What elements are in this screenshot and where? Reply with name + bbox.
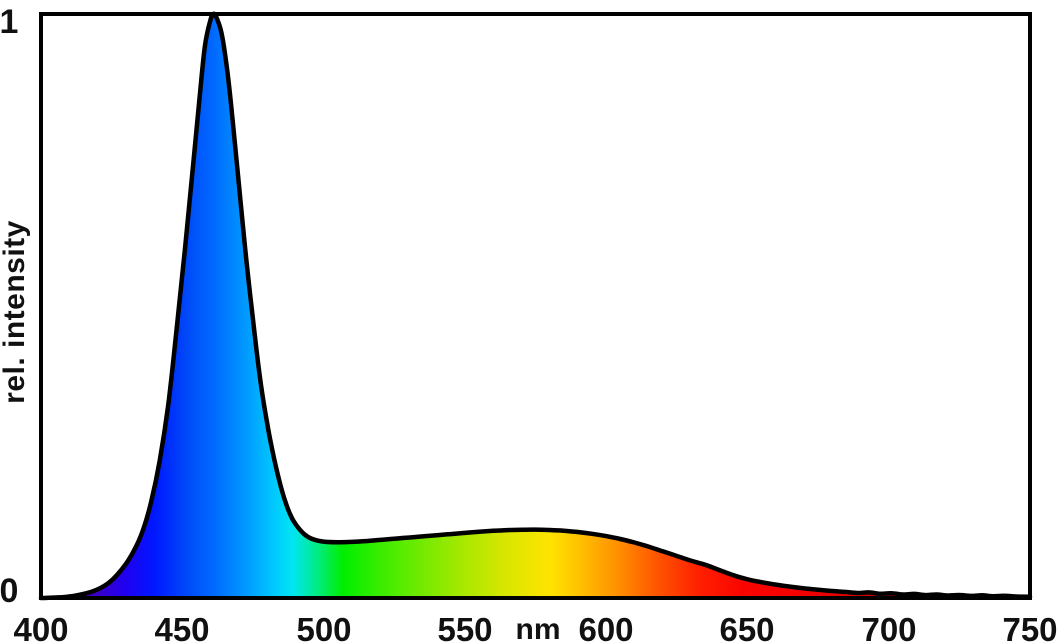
x-tick-750: 750 (1002, 611, 1058, 644)
x-tick-450: 450 (154, 611, 210, 644)
x-tick-650: 650 (719, 611, 775, 644)
spectrum-curve (38, 11, 1033, 601)
x-tick-600: 600 (578, 611, 634, 644)
plot-border (39, 12, 1032, 600)
x-axis-unit-label: nm (515, 613, 561, 644)
y-tick-max: 1 (0, 3, 19, 41)
spectrum-area-fill (41, 13, 1030, 598)
y-tick-min: 0 (0, 572, 19, 610)
x-tick-550: 550 (437, 611, 493, 644)
x-tick-500: 500 (296, 611, 352, 644)
x-tick-400: 400 (13, 611, 69, 644)
x-tick-700: 700 (861, 611, 917, 644)
